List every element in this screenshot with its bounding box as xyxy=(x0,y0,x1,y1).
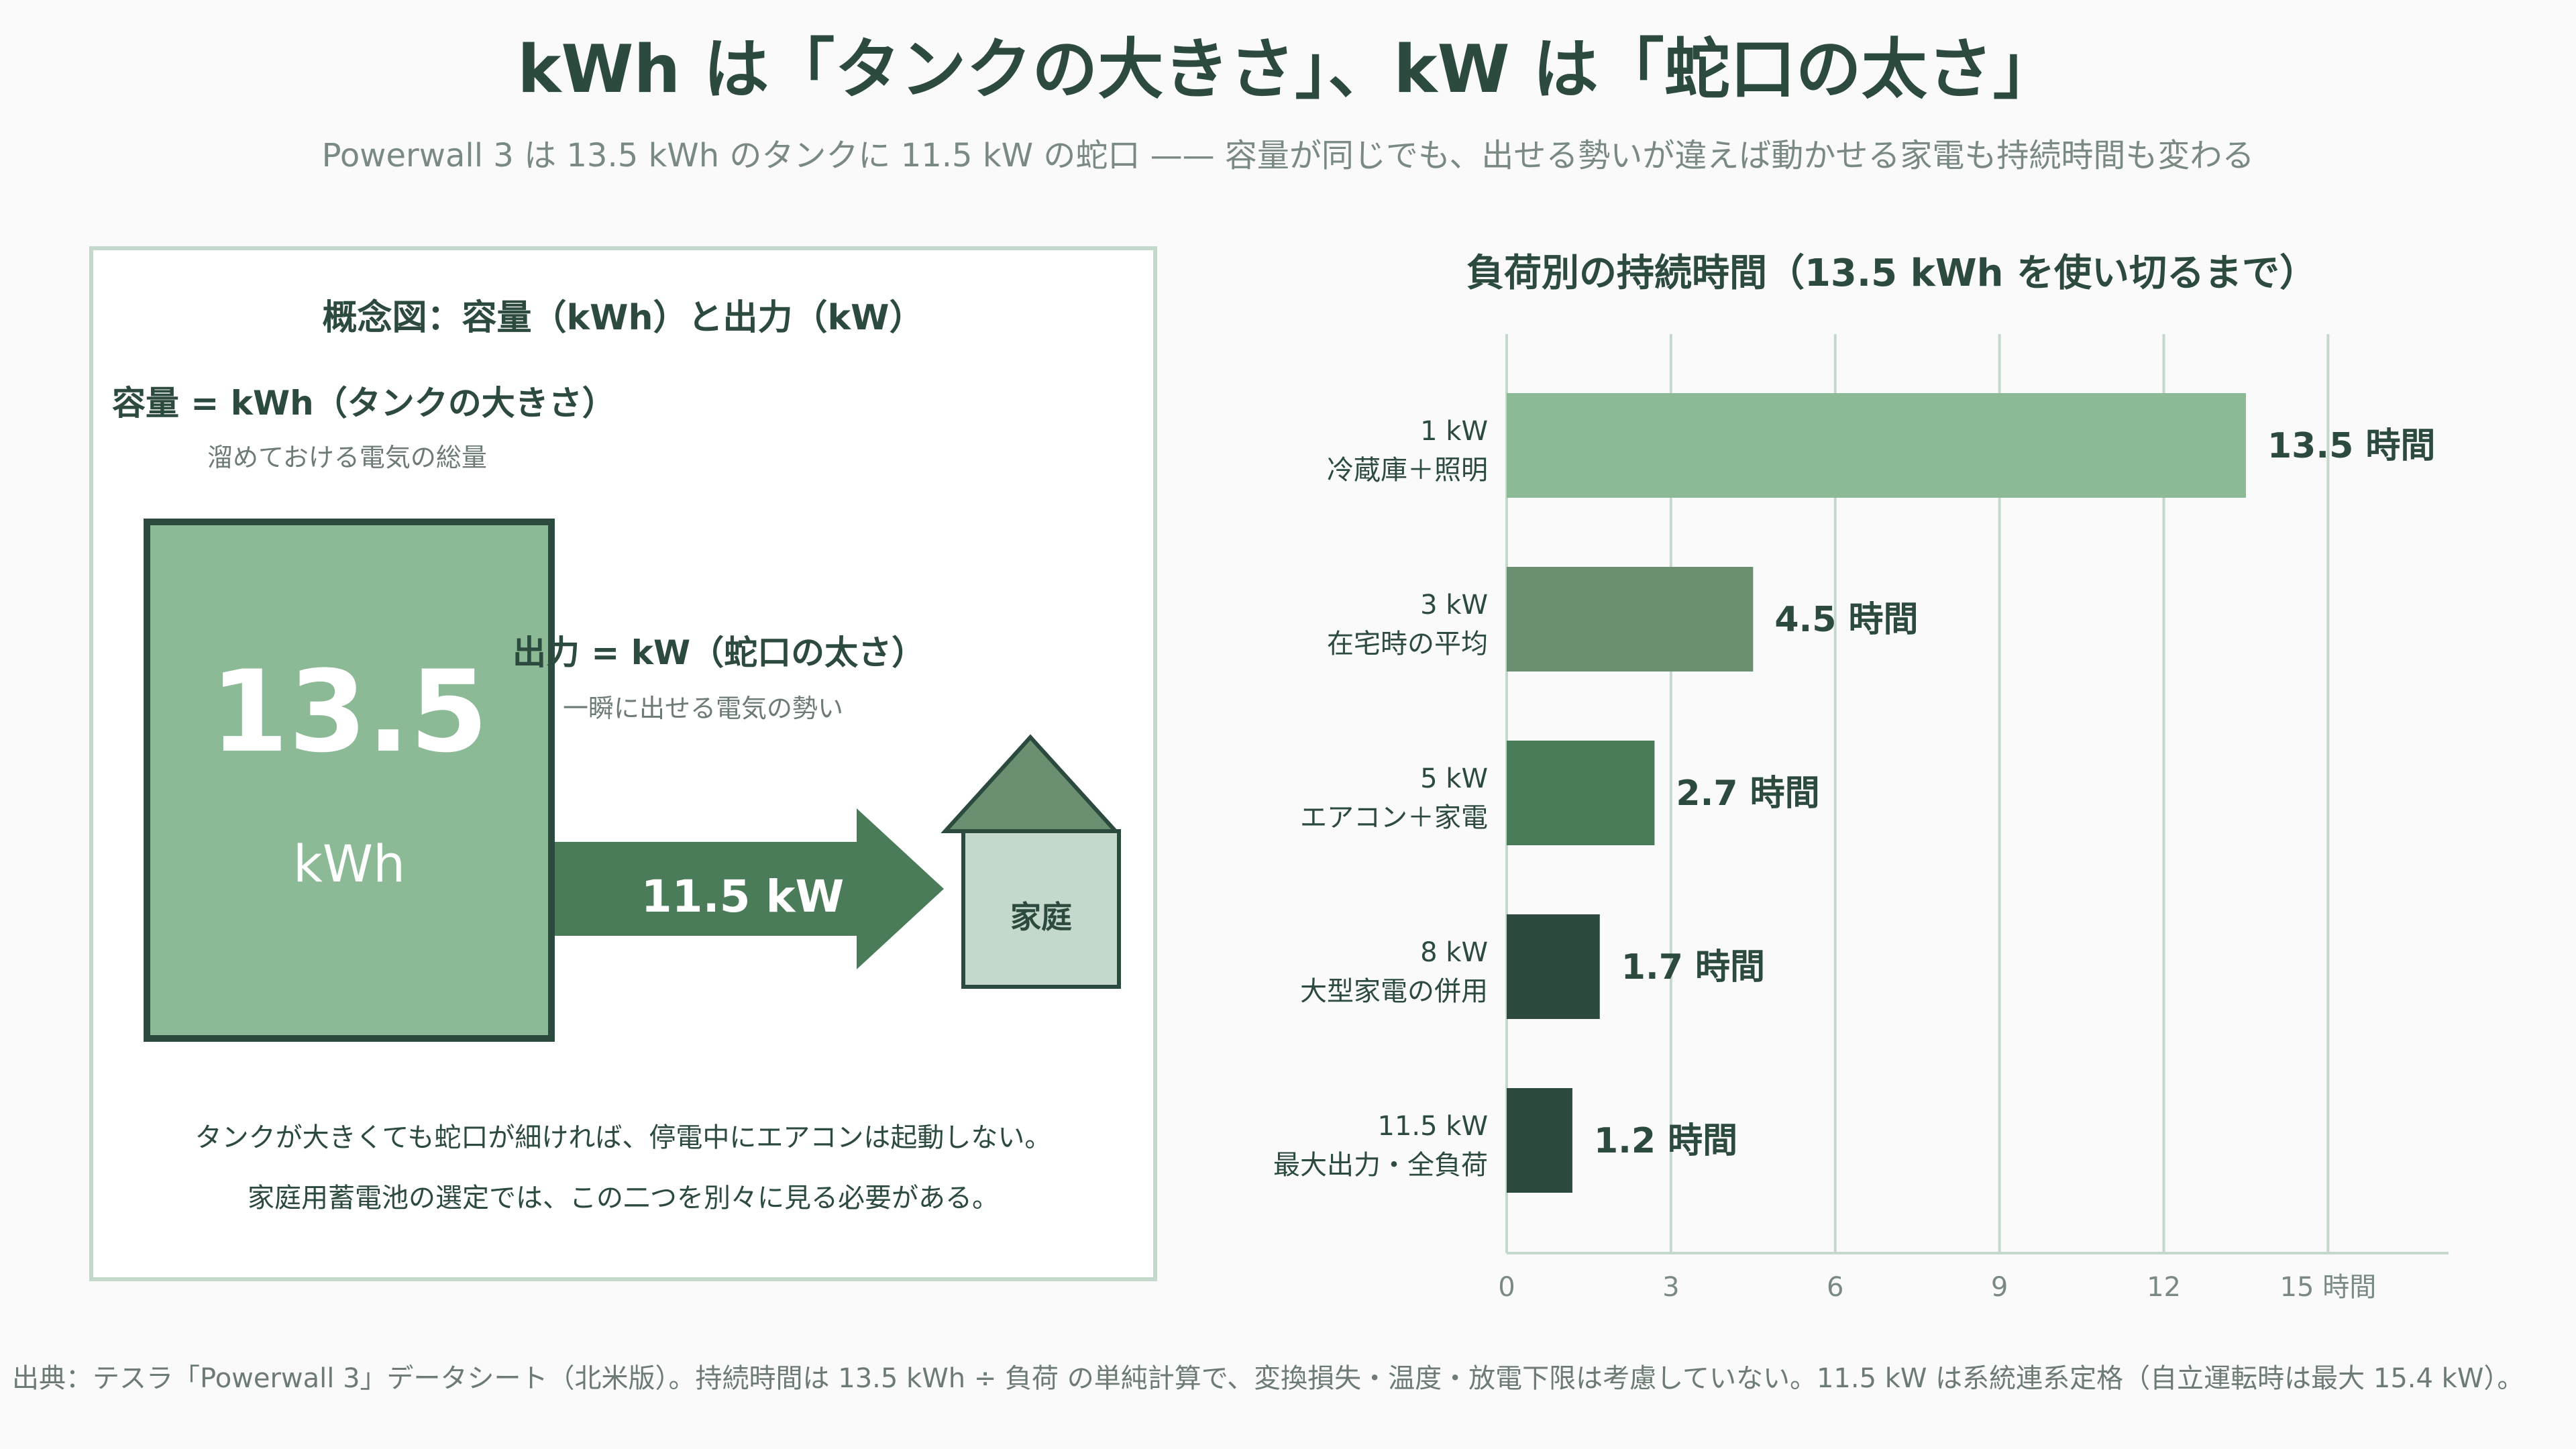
x-tick-label: 0 xyxy=(1498,1272,1515,1303)
bar xyxy=(1507,741,1654,845)
bar-value-label: 1.7 時間 xyxy=(1621,947,1765,987)
bar-value-label: 2.7 時間 xyxy=(1676,773,1819,814)
category-desc-label: 冷蔵庫＋照明 xyxy=(1327,455,1488,486)
bar-value-label: 4.5 時間 xyxy=(1774,600,1918,640)
category-desc-label: エアコン＋家電 xyxy=(1300,802,1488,833)
category-desc-label: 大型家電の併用 xyxy=(1300,976,1488,1007)
category-load-label: 11.5 kW xyxy=(1378,1111,1489,1142)
x-tick-label: 6 xyxy=(1827,1272,1843,1303)
category-load-label: 5 kW xyxy=(1420,763,1488,794)
category-load-label: 1 kW xyxy=(1420,416,1488,447)
category-load-label: 3 kW xyxy=(1420,590,1488,621)
category-desc-label: 在宅時の平均 xyxy=(1327,629,1488,659)
x-tick-label: 12 xyxy=(2147,1272,2181,1303)
category-desc-label: 最大出力・全負荷 xyxy=(1273,1150,1488,1181)
x-tick-label: 15 時間 xyxy=(2280,1272,2377,1303)
bar xyxy=(1507,914,1600,1019)
bar-value-label: 1.2 時間 xyxy=(1594,1121,1737,1161)
category-load-label: 8 kW xyxy=(1420,937,1488,968)
bar-value-label: 13.5 時間 xyxy=(2267,426,2435,466)
source-note: 出典：テスラ「Powerwall 3」データシート（北米版）。持続時間は 13.… xyxy=(12,1356,2524,1395)
x-tick-label: 3 xyxy=(1662,1272,1679,1303)
bar xyxy=(1507,1088,1572,1193)
bar xyxy=(1507,567,1753,672)
x-tick-label: 9 xyxy=(1991,1272,2008,1303)
bar xyxy=(1507,393,2246,498)
